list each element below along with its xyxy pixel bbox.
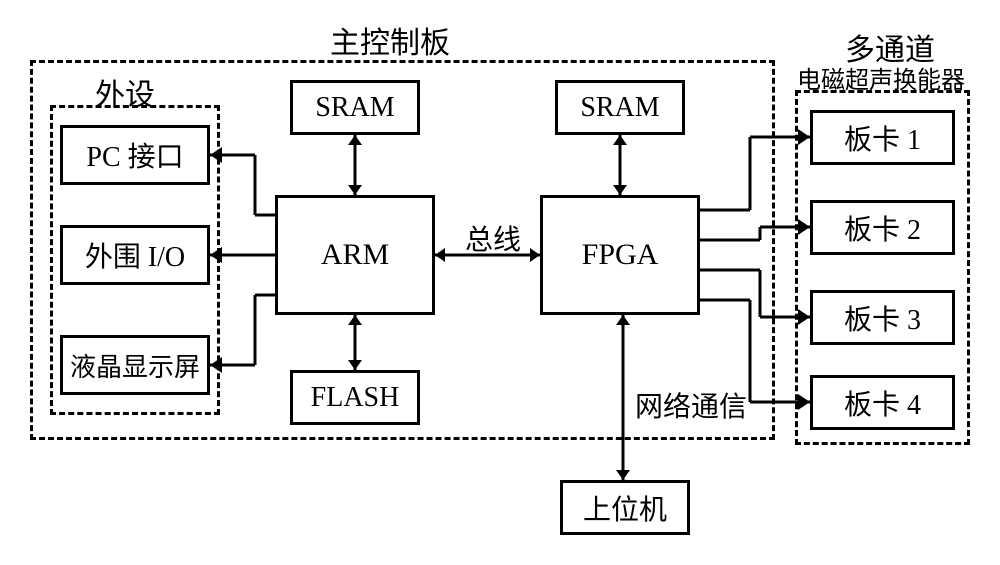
card4-label: 板卡 4 [844,383,921,423]
bus-label: 总线 [465,218,521,258]
main-board-title: 主控制板 [330,18,450,62]
arm-label: ARM [321,238,389,272]
sram1-label: SRAM [315,92,394,124]
card3-block: 板卡 3 [810,290,955,345]
sram1-block: SRAM [290,80,420,135]
host-label: 上位机 [583,488,667,528]
card1-block: 板卡 1 [810,110,955,165]
transducer-title-line2: 电磁超声换能器 [797,60,965,95]
sram2-block: SRAM [555,80,685,135]
netcomm-label: 网络通信 [635,385,747,425]
arm-block: ARM [275,195,435,315]
card2-block: 板卡 2 [810,200,955,255]
peripherals-title: 外设 [95,70,155,114]
pc-interface-block: PC 接口 [60,125,210,185]
sram2-label: SRAM [580,92,659,124]
card1-label: 板卡 1 [844,118,921,158]
lcd-label: 液晶显示屏 [70,347,200,384]
fpga-label: FPGA [582,238,659,272]
flash-block: FLASH [290,370,420,425]
pc-interface-label: PC 接口 [86,135,183,175]
host-block: 上位机 [560,480,690,535]
card2-label: 板卡 2 [844,208,921,248]
card4-block: 板卡 4 [810,375,955,430]
card3-label: 板卡 3 [844,298,921,338]
fpga-block: FPGA [540,195,700,315]
flash-label: FLASH [311,382,400,414]
peripheral-io-block: 外围 I/O [60,225,210,285]
peripheral-io-label: 外围 I/O [85,235,185,275]
lcd-block: 液晶显示屏 [60,335,210,395]
